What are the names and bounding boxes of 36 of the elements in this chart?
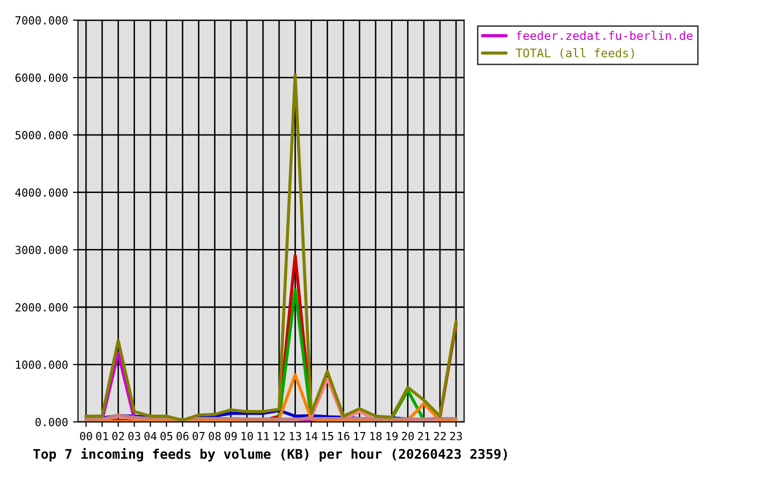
x-tick-label: 00 xyxy=(80,432,92,440)
x-tick-label: 18 xyxy=(370,432,382,440)
x-tick-label: 20 xyxy=(402,432,414,440)
y-tick-label: 1000.000 xyxy=(16,360,68,369)
x-tick-label: 11 xyxy=(258,432,269,440)
x-tick-label: 23 xyxy=(450,432,462,440)
x-tick-label: 12 xyxy=(274,432,285,440)
x-tick-label: 14 xyxy=(306,432,318,440)
x-tick-label: 05 xyxy=(160,432,172,440)
x-tick-label: 10 xyxy=(242,432,253,440)
x-tick-label: 17 xyxy=(354,432,366,440)
x-tick-label: 16 xyxy=(338,432,350,440)
x-tick-label: 09 xyxy=(224,432,237,440)
x-tick-label: 01 xyxy=(96,432,108,440)
y-tick-label: 7000.000 xyxy=(16,16,68,25)
x-tick-label: 22 xyxy=(434,432,446,440)
x-tick-label: 06 xyxy=(176,432,189,440)
x-tick-label: 03 xyxy=(128,432,140,440)
legend-label: feeder.zedat.fu-berlin.de xyxy=(516,30,692,40)
x-tick-label: 02 xyxy=(112,432,124,440)
x-axis-title: Top 7 incoming feeds by volume (KB) per hour (20260423 2359) xyxy=(33,448,507,462)
y-tick-label: 5000.000 xyxy=(16,130,68,140)
x-tick-label: 15 xyxy=(322,432,334,440)
x-tick-label: 08 xyxy=(208,432,221,440)
x-tick-label: 19 xyxy=(386,432,398,440)
y-tick-label: 6000.000 xyxy=(15,74,68,82)
x-tick-label: 07 xyxy=(192,432,205,440)
y-tick-label: 3000.000 xyxy=(16,246,68,254)
y-tick-label: 4000.000 xyxy=(15,188,68,197)
x-tick-label: 04 xyxy=(144,432,157,440)
x-tick-label: 21 xyxy=(418,432,430,440)
legend-label: TOTAL (all feeds) xyxy=(516,48,634,59)
x-tick-label: 13 xyxy=(290,432,302,440)
line-series xyxy=(84,73,458,422)
y-tick-label: 0.000 xyxy=(36,418,68,426)
y-tick-label: 2000.000 xyxy=(16,303,68,312)
